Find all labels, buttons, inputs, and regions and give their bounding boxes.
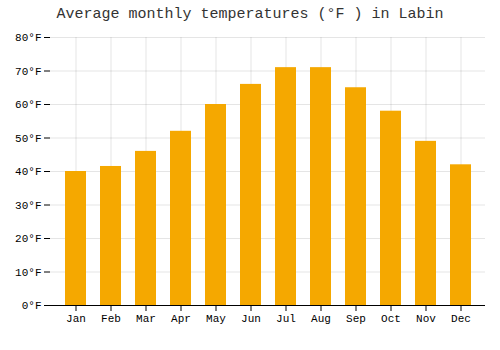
svg-text:80°F: 80°F [15, 32, 41, 44]
svg-text:Jan: Jan [66, 313, 86, 325]
svg-text:20°F: 20°F [15, 233, 41, 245]
svg-text:10°F: 10°F [15, 267, 41, 279]
svg-text:70°F: 70°F [15, 66, 41, 78]
svg-text:Sep: Sep [346, 313, 366, 325]
svg-text:Dec: Dec [451, 313, 471, 325]
svg-text:30°F: 30°F [15, 200, 41, 212]
svg-text:50°F: 50°F [15, 133, 41, 145]
svg-text:Jul: Jul [276, 313, 296, 325]
svg-text:40°F: 40°F [15, 166, 41, 178]
svg-text:Apr: Apr [171, 313, 191, 325]
html-text:Average monthly temperatures (: Average monthly temperatures (°F ) in La… [56, 6, 444, 23]
svg-text:Oct: Oct [381, 313, 401, 325]
svg-text:May: May [206, 313, 226, 325]
svg-text:Nov: Nov [416, 313, 436, 325]
svg-text:0°F: 0°F [22, 300, 42, 312]
svg-text:60°F: 60°F [15, 99, 41, 111]
svg-text:Feb: Feb [101, 313, 121, 325]
svg-text:Mar: Mar [136, 313, 156, 325]
svg-text:Jun: Jun [241, 313, 261, 325]
svg-text:Aug: Aug [311, 313, 331, 325]
